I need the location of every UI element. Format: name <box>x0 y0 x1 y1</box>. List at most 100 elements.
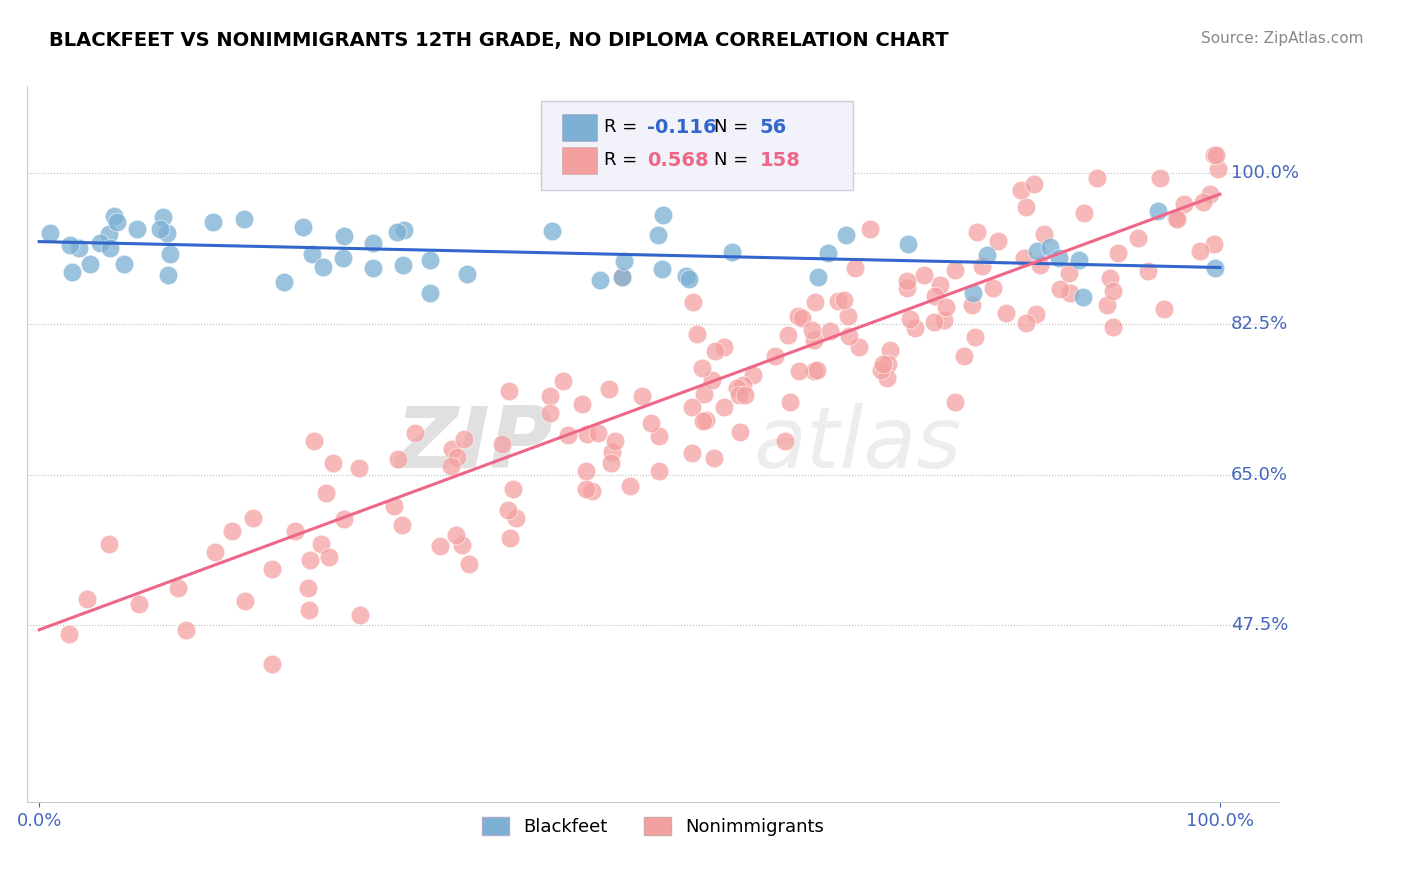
FancyBboxPatch shape <box>540 101 853 190</box>
Point <box>806 363 828 377</box>
Text: 47.5%: 47.5% <box>1232 616 1288 634</box>
Point <box>128 597 150 611</box>
Point <box>315 486 337 500</box>
Point <box>734 388 756 402</box>
Point <box>301 246 323 260</box>
Point <box>1098 270 1121 285</box>
Point <box>1147 203 1170 218</box>
Point <box>693 386 716 401</box>
Point <box>681 400 703 414</box>
Bar <box>562 114 598 142</box>
Point <box>38 227 60 241</box>
Point <box>59 238 82 252</box>
Point <box>499 531 522 545</box>
Point <box>1029 258 1052 272</box>
Point <box>804 294 827 309</box>
Point <box>361 235 384 250</box>
Point <box>787 364 810 378</box>
Point <box>1014 316 1036 330</box>
Point <box>678 272 700 286</box>
Point <box>502 482 524 496</box>
Point <box>233 593 256 607</box>
Point <box>299 552 322 566</box>
Point <box>311 536 333 550</box>
Point <box>838 328 860 343</box>
Point <box>801 323 824 337</box>
Point <box>1206 161 1229 176</box>
Point <box>103 209 125 223</box>
Point <box>877 357 900 371</box>
Point <box>1025 307 1047 321</box>
Point <box>613 253 636 268</box>
Point <box>647 228 669 243</box>
Text: 0.568: 0.568 <box>647 151 709 169</box>
Point <box>571 396 593 410</box>
Point <box>943 395 966 409</box>
Point <box>686 327 709 342</box>
Point <box>619 479 641 493</box>
Point <box>647 464 669 478</box>
Point <box>870 363 893 377</box>
Point <box>333 229 356 244</box>
Point <box>97 227 120 242</box>
Point <box>349 607 371 622</box>
Point <box>581 483 603 498</box>
Point <box>333 512 356 526</box>
Point <box>960 298 983 312</box>
Point <box>441 442 464 456</box>
Point <box>1010 183 1032 197</box>
Point <box>928 277 950 292</box>
Point <box>1202 236 1225 251</box>
Point <box>1102 320 1125 334</box>
Point <box>776 328 799 343</box>
Point <box>1126 231 1149 245</box>
Point <box>728 388 751 402</box>
Point <box>976 248 998 262</box>
Point <box>713 401 735 415</box>
Text: 158: 158 <box>759 151 800 169</box>
Text: atlas: atlas <box>754 403 962 486</box>
Point <box>1071 290 1094 304</box>
Point <box>598 382 620 396</box>
Point <box>156 226 179 240</box>
Point <box>446 450 468 465</box>
Point <box>1149 171 1171 186</box>
Point <box>419 285 441 300</box>
Point <box>924 289 946 303</box>
Point <box>1189 244 1212 259</box>
Point <box>859 221 882 235</box>
Point <box>404 425 426 440</box>
Point <box>1069 252 1091 267</box>
Point <box>446 528 468 542</box>
Point <box>419 253 441 268</box>
Point <box>273 275 295 289</box>
Point <box>1025 244 1047 259</box>
Point <box>67 241 90 255</box>
Point <box>827 293 849 308</box>
Point <box>733 377 755 392</box>
Point <box>166 582 188 596</box>
Point <box>318 549 340 564</box>
Point <box>834 293 856 308</box>
Point <box>538 389 561 403</box>
Text: Source: ZipAtlas.com: Source: ZipAtlas.com <box>1201 31 1364 46</box>
Bar <box>562 147 598 175</box>
Point <box>779 395 801 409</box>
Point <box>600 445 623 459</box>
Point <box>1102 284 1125 298</box>
Point <box>450 538 472 552</box>
Point <box>703 343 725 358</box>
Point <box>60 265 83 279</box>
Text: ZIP: ZIP <box>395 403 553 486</box>
Point <box>174 623 197 637</box>
Point <box>232 212 254 227</box>
Point <box>1059 285 1081 300</box>
Point <box>1032 227 1054 241</box>
Point <box>347 460 370 475</box>
Point <box>149 222 172 236</box>
Point <box>912 268 935 282</box>
Point <box>391 518 413 533</box>
Point <box>820 324 842 338</box>
Point <box>302 434 325 448</box>
Point <box>835 227 858 242</box>
